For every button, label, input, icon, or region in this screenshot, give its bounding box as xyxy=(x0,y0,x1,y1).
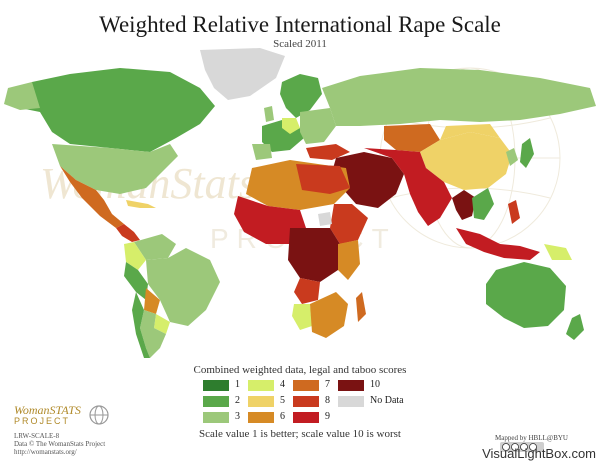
region-chile xyxy=(132,292,150,358)
region-canada xyxy=(14,68,215,152)
legend-swatch xyxy=(293,380,319,391)
region-sudan-nodata xyxy=(318,212,332,226)
region-southeast-asia xyxy=(452,190,476,220)
region-new-zealand xyxy=(566,314,584,340)
map-title: Weighted Relative International Rape Sca… xyxy=(99,12,501,37)
legend-swatch xyxy=(338,380,364,391)
region-alaska xyxy=(4,82,40,110)
region-indonesia xyxy=(456,228,540,260)
globe-icon xyxy=(89,405,109,425)
region-bolivia xyxy=(144,288,160,314)
region-iran-central-asia xyxy=(364,148,426,178)
region-japan xyxy=(520,138,534,168)
region-middle-east xyxy=(332,152,404,208)
world-map: WomanStats PROJECT xyxy=(4,48,596,358)
region-scandinavia xyxy=(280,74,322,118)
region-mexico xyxy=(60,166,124,228)
region-usa xyxy=(52,144,178,194)
creative-commons-icon xyxy=(500,442,544,452)
region-west-africa xyxy=(234,196,306,244)
region-central-america xyxy=(116,224,140,242)
region-colombia xyxy=(124,242,146,270)
legend-label: 5 xyxy=(280,395,285,406)
legend-label: 6 xyxy=(280,411,285,422)
legend-swatch xyxy=(248,396,274,407)
logo-line2: PROJECT xyxy=(14,416,71,426)
region-eastern-europe xyxy=(300,108,336,144)
womanstats-logo: WomanSTATS PROJECT xyxy=(14,400,134,428)
region-russia xyxy=(322,68,596,126)
region-australia xyxy=(486,262,566,328)
region-venezuela xyxy=(134,234,176,260)
legend-label: 2 xyxy=(235,395,240,406)
region-png xyxy=(544,244,572,260)
region-argentina xyxy=(140,310,166,358)
legend-swatch xyxy=(248,380,274,391)
region-brazil xyxy=(146,248,220,326)
legend-swatch xyxy=(203,396,229,407)
legend-note: Scale value 1 is better; scale value 10 … xyxy=(199,428,401,440)
legend-swatch xyxy=(203,380,229,391)
map-subtitle: Scaled 2011 xyxy=(273,38,327,50)
region-germany xyxy=(282,118,300,134)
legend-label: 1 xyxy=(235,379,240,390)
site-watermark: VisualLightBox.com xyxy=(482,446,596,461)
region-paraguay xyxy=(154,314,170,334)
legend-swatch xyxy=(338,396,364,407)
legend-label: 8 xyxy=(325,395,330,406)
region-greenland xyxy=(200,48,285,100)
region-indochina xyxy=(472,188,494,220)
region-east-africa xyxy=(338,240,360,280)
region-china xyxy=(420,132,512,190)
data-credit: Data © The WomanStats Project xyxy=(14,440,106,448)
region-southern-africa xyxy=(310,292,348,338)
region-iberia xyxy=(252,144,272,160)
region-india xyxy=(404,168,452,226)
legend-label: 9 xyxy=(325,411,330,422)
region-madagascar xyxy=(356,292,366,322)
logo-line1: WomanSTATS xyxy=(14,403,81,417)
legend-label: 10 xyxy=(370,379,380,390)
legend-swatch xyxy=(248,412,274,423)
map-code: LRW-SCALE-8 xyxy=(14,432,60,440)
mapped-by: Mapped by HBLL@BYU xyxy=(495,434,568,442)
region-egypt-libya xyxy=(296,164,350,194)
region-angola xyxy=(294,278,320,304)
region-horn-africa xyxy=(330,204,368,244)
region-philippines xyxy=(508,200,520,224)
legend-label: 4 xyxy=(280,379,285,390)
region-uk xyxy=(264,106,274,122)
region-namibia xyxy=(292,304,312,330)
region-mongolia xyxy=(440,124,500,140)
legend-swatch xyxy=(293,412,319,423)
region-kazakhstan xyxy=(384,124,440,152)
legend-title: Combined weighted data, legal and taboo … xyxy=(193,364,407,376)
legend-label: 7 xyxy=(325,379,330,390)
legend-swatch xyxy=(203,412,229,423)
region-turkey xyxy=(306,144,350,160)
map-metadata: LRW-SCALE-8 Data © The WomanStats Projec… xyxy=(14,432,105,456)
legend-swatch xyxy=(293,396,319,407)
data-url: http://womanstats.org/ xyxy=(14,448,77,456)
region-caribbean xyxy=(126,200,156,208)
region-korea xyxy=(506,148,518,166)
region-central-africa xyxy=(288,228,340,282)
legend-label: 3 xyxy=(235,411,240,422)
region-peru xyxy=(124,262,148,300)
legend-label: No Data xyxy=(370,395,404,406)
